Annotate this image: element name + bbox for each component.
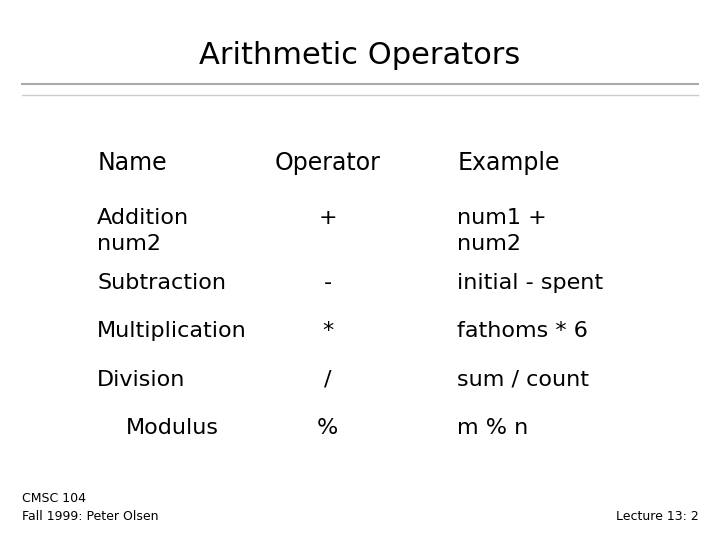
Text: sum / count: sum / count — [457, 370, 589, 390]
Text: Addition
num2: Addition num2 — [97, 208, 189, 254]
Text: Subtraction: Subtraction — [97, 273, 226, 293]
Text: -: - — [323, 273, 332, 293]
Text: Arithmetic Operators: Arithmetic Operators — [199, 40, 521, 70]
Text: Operator: Operator — [274, 151, 381, 175]
Text: CMSC 104: CMSC 104 — [22, 492, 86, 505]
Text: initial - spent: initial - spent — [457, 273, 603, 293]
Text: Name: Name — [97, 151, 167, 175]
Text: Lecture 13: 2: Lecture 13: 2 — [616, 510, 698, 523]
Text: Multiplication: Multiplication — [97, 321, 247, 341]
Text: Example: Example — [457, 151, 559, 175]
Text: /: / — [324, 370, 331, 390]
Text: fathoms * 6: fathoms * 6 — [457, 321, 588, 341]
Text: m % n: m % n — [457, 418, 528, 438]
Text: +: + — [318, 208, 337, 228]
Text: Division: Division — [97, 370, 186, 390]
Text: %: % — [317, 418, 338, 438]
Text: Modulus: Modulus — [126, 418, 219, 438]
Text: *: * — [322, 321, 333, 341]
Text: Fall 1999: Peter Olsen: Fall 1999: Peter Olsen — [22, 510, 158, 523]
Text: num1 +
num2: num1 + num2 — [457, 208, 547, 254]
